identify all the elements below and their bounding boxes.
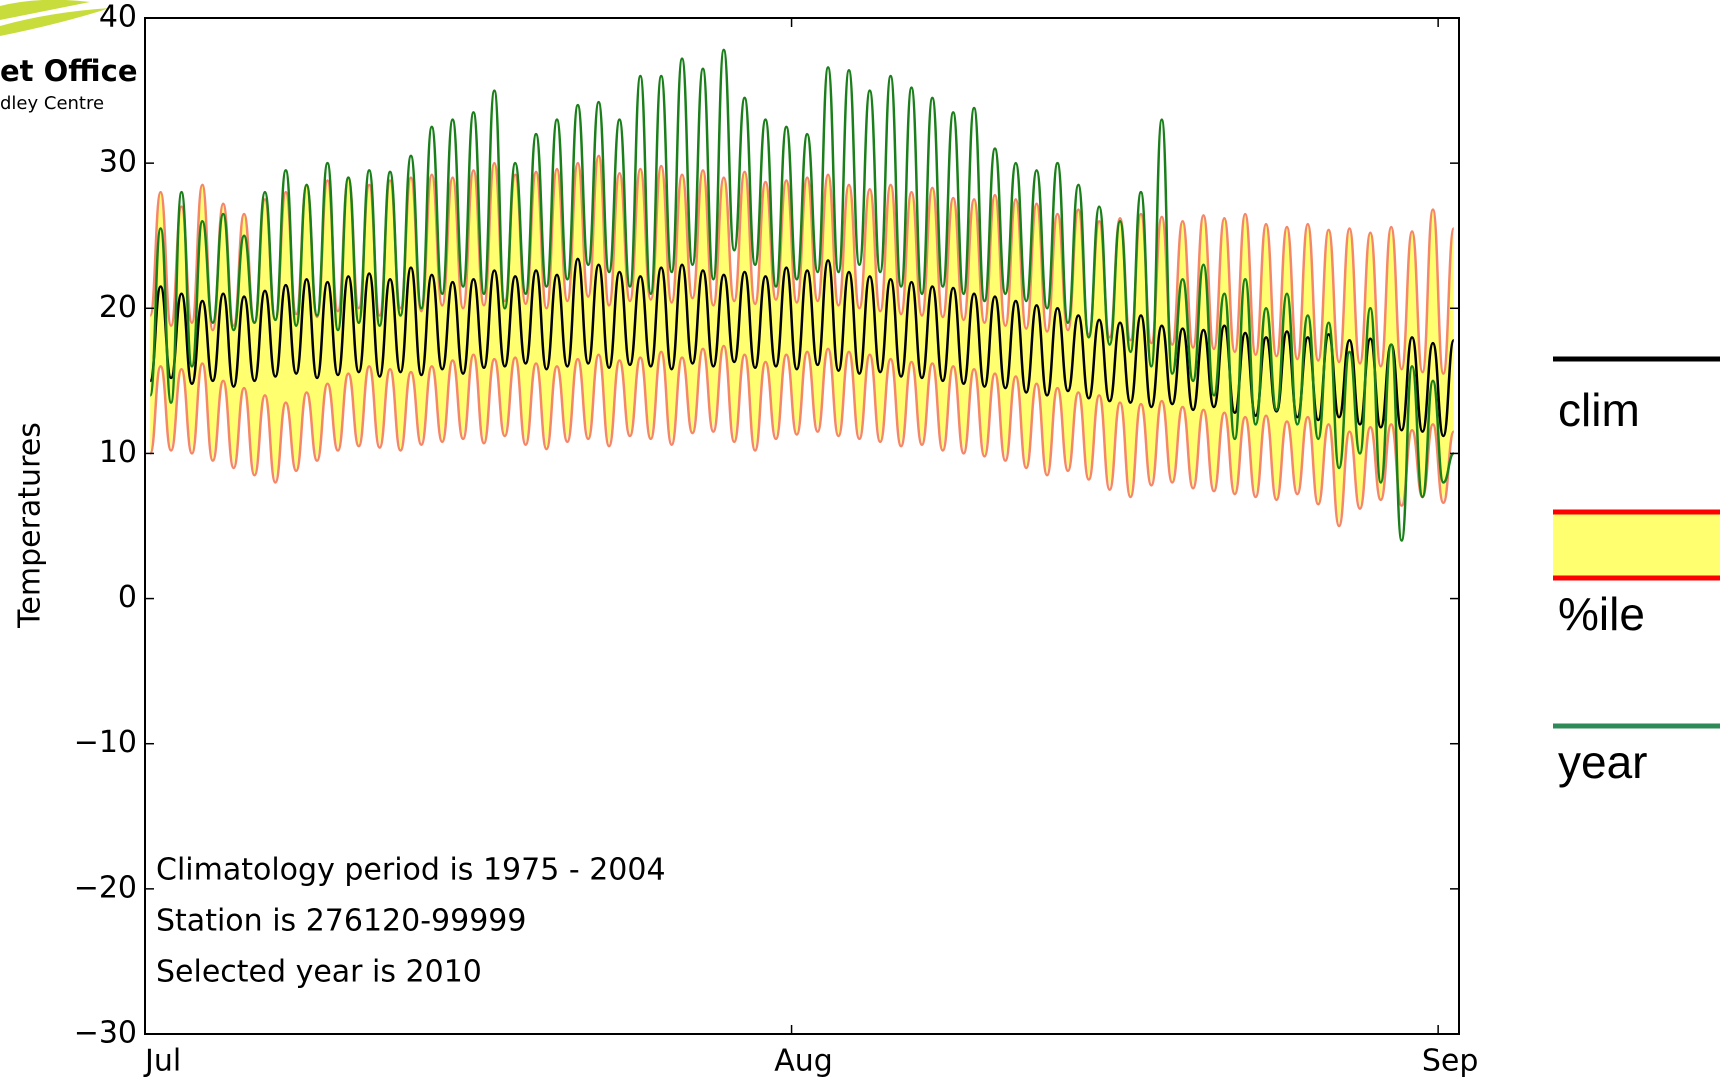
annotation: Climatology period is 1975 - 2004 [156,853,666,888]
y-tick-label: 20 [99,290,137,325]
y-tick-label: −20 [74,870,137,905]
y-axis-label: Temperatures [13,422,48,629]
y-tick-label: 40 [99,0,137,35]
y-tick-label: −10 [74,725,137,760]
logo-text: dley Centre [0,93,104,114]
series-line [148,48,1455,542]
x-tick-label: Aug [774,1044,833,1078]
y-tick-label: −30 [74,1016,137,1051]
percentile-low-line [148,344,1456,528]
y-tick-label: 0 [118,580,137,615]
x-tick-label: Jul [143,1044,181,1078]
logo-text: et Office [0,54,137,88]
legend-label: %ile [1558,588,1645,640]
y-tick-label: 10 [99,435,137,470]
legend-label: clim [1558,384,1640,436]
plot-frame [144,17,1460,1035]
percentile-high-line [148,154,1456,375]
legend-swatch [1553,512,1720,578]
annotation: Selected year is 2010 [156,955,482,990]
legend-label: year [1558,736,1647,788]
x-tick-label: Sep [1422,1044,1479,1078]
annotation: Station is 276120-99999 [156,904,526,939]
y-tick-label: 30 [99,145,137,180]
logo-graphic [0,0,110,36]
